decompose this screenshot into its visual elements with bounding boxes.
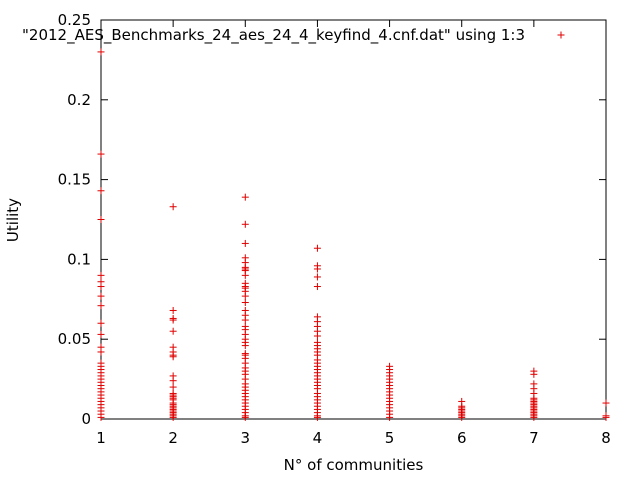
data-point <box>313 332 321 340</box>
data-point <box>169 383 177 391</box>
data-point <box>313 273 321 281</box>
y-tick-label: 0.05 <box>58 330 91 348</box>
data-point <box>530 370 538 378</box>
data-point <box>241 220 249 228</box>
data-point <box>241 316 249 324</box>
data-point <box>169 316 177 324</box>
data-point <box>241 292 249 300</box>
data-point <box>97 216 105 223</box>
legend-marker-plus <box>557 31 565 39</box>
y-tick-label: 0.15 <box>58 171 91 189</box>
legend-label: "2012_AES_Benchmarks_24_aes_24_4_keyfind… <box>22 26 525 45</box>
data-point <box>97 283 105 291</box>
data-point <box>97 292 105 300</box>
data-point <box>313 244 321 252</box>
legend-plus <box>557 31 565 39</box>
x-tick-label: 4 <box>313 429 323 447</box>
x-tick-label: 5 <box>385 429 395 447</box>
x-tick-label: 1 <box>96 429 106 447</box>
data-point <box>97 319 105 327</box>
data-points <box>97 48 610 421</box>
x-tick-label: 8 <box>601 429 611 447</box>
data-point <box>97 302 105 310</box>
data-point <box>169 306 177 314</box>
data-point <box>241 342 249 350</box>
y-tick-label: 0.2 <box>67 91 91 109</box>
data-point <box>241 193 249 201</box>
axis-tick-labels: 1 2 3 4 5 6 7 8 0 0.05 0.1 0.15 0.2 0.25 <box>58 11 611 447</box>
data-point <box>97 413 105 421</box>
x-tick-label: 3 <box>241 429 251 447</box>
data-point <box>169 377 177 385</box>
data-point <box>241 413 249 421</box>
plot-border <box>100 19 607 420</box>
data-point <box>313 283 321 291</box>
data-point <box>386 413 394 421</box>
x-tick-label: 7 <box>529 429 539 447</box>
data-point <box>530 413 538 421</box>
x-tick-label: 6 <box>457 429 467 447</box>
data-point <box>97 330 105 338</box>
data-point <box>97 150 105 158</box>
data-point <box>313 413 321 421</box>
data-point <box>241 271 249 279</box>
data-point <box>602 399 610 407</box>
data-point <box>169 327 177 335</box>
x-tick-label: 2 <box>168 429 178 447</box>
x-axis-title: N° of communities <box>284 456 424 474</box>
data-point <box>602 413 610 421</box>
data-point <box>97 348 105 356</box>
data-point <box>169 203 177 211</box>
y-tick-label: 0.25 <box>58 11 91 29</box>
data-point <box>313 265 321 273</box>
data-point <box>169 353 177 361</box>
data-point <box>241 298 249 306</box>
y-axis-title: Utility <box>4 198 22 242</box>
data-point <box>458 413 466 421</box>
legend: "2012_AES_Benchmarks_24_aes_24_4_keyfind… <box>22 26 565 45</box>
data-point <box>97 271 105 279</box>
data-point <box>97 187 105 195</box>
y-tick-label: 0 <box>81 410 91 428</box>
data-point <box>169 413 177 421</box>
y-tick-label: 0.1 <box>67 250 91 268</box>
data-point <box>97 48 105 56</box>
axis-ticks <box>100 19 607 420</box>
data-point <box>241 239 249 247</box>
